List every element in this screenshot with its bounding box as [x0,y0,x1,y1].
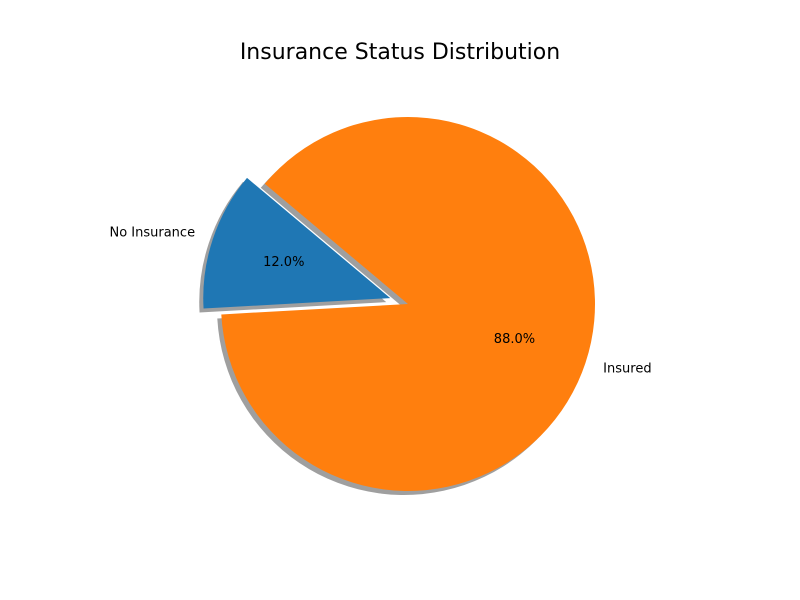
slice-percent-no-insurance: 12.0% [263,255,304,270]
chart-title: Insurance Status Distribution [239,40,561,65]
slice-label-insured: Insured [603,361,651,376]
slice-label-no-insurance: No Insurance [109,226,195,241]
slice-no-insurance[interactable] [203,177,391,309]
slice-percent-insured: 88.0% [494,332,535,347]
slice-insured[interactable] [221,116,596,491]
